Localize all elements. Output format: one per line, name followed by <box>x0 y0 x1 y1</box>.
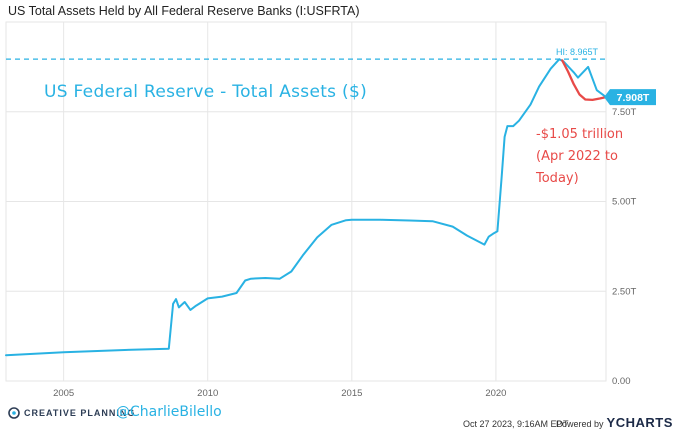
last-value-label: 7.908T <box>617 92 650 104</box>
powered-by: Powered by YCHARTS <box>556 415 673 430</box>
creative-planning-icon <box>8 407 20 419</box>
high-marker: HI: 8.965T <box>6 47 606 60</box>
decline-annotation: -$1.05 trillion (Apr 2022 to Today) <box>536 127 624 186</box>
x-tick-label: 2005 <box>53 388 74 399</box>
decline-highlight-line <box>561 59 608 102</box>
grid-lines <box>5 21 607 382</box>
y-tick-label: 7.50T <box>612 107 636 118</box>
powered-by-label: Powered by <box>556 419 604 429</box>
x-tick-label: 2015 <box>341 388 362 399</box>
brand-name: CREATIVE PLANNING <box>24 408 136 418</box>
chart-annotation: US Federal Reserve - Total Assets ($) <box>44 82 368 102</box>
ycharts-logo: YCHARTS <box>606 415 673 430</box>
y-tick-label: 2.50T <box>612 286 636 297</box>
total-assets-line <box>5 58 607 357</box>
chart-title: US Total Assets Held by All Federal Rese… <box>8 4 360 18</box>
y-tick-label: 5.00T <box>612 197 636 208</box>
y-tick-label: 0.00 <box>612 376 631 387</box>
author-handle: @CharlieBilello <box>116 404 222 420</box>
high-value-label: HI: 8.965T <box>556 47 599 57</box>
brand-logo: CREATIVE PLANNING <box>8 407 135 419</box>
axes: 0.00 2.50T 5.00T 7.50T 2005 2010 2015 2020 <box>53 107 636 399</box>
x-tick-label: 2020 <box>485 388 506 399</box>
series-lines <box>5 58 608 357</box>
x-tick-label: 2010 <box>197 388 218 399</box>
timestamp: Oct 27 2023, 9:16AM EDT. <box>463 419 571 429</box>
last-value-flag <box>604 89 656 106</box>
value-labels: 7.908T <box>604 89 656 106</box>
